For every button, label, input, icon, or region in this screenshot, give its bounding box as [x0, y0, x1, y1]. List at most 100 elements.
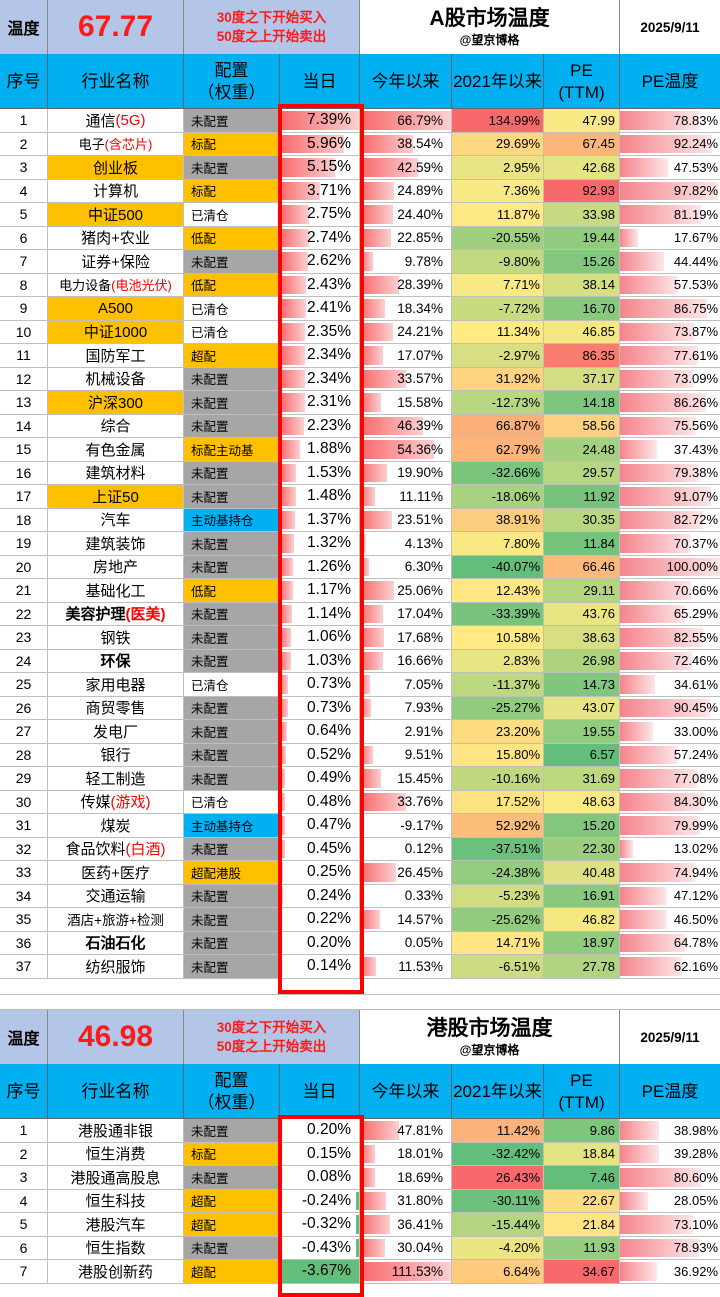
since-2021-change: -25.27% — [452, 696, 544, 719]
pe-ttm-value: 40.48 — [544, 861, 620, 884]
table-row: 30 传媒 (游戏) 已清仓 0.48% 33.76% 17.52% 48.63 84.30% — [0, 790, 720, 814]
allocation-value: 未配置 — [184, 884, 280, 907]
day-change-bar — [280, 1121, 283, 1140]
pe-temperature-bar — [620, 651, 693, 670]
pe-ttm-value: 22.30 — [544, 837, 620, 860]
row-number: 17 — [0, 485, 48, 508]
rule-sell: 50度之上开始卖出 — [216, 29, 327, 44]
pe-temperature-bar — [620, 557, 720, 576]
row-number: 34 — [0, 884, 48, 907]
ytd-change: 30.04% — [360, 1236, 452, 1259]
pe-temperature-text: 73.87% — [673, 324, 718, 340]
since-2021-change: 66.87% — [452, 414, 544, 437]
pe-temperature: 77.08% — [620, 767, 720, 790]
industry-name-text: 商贸零售 — [85, 700, 146, 718]
ytd-bar — [360, 1168, 376, 1187]
pe-temperature-bar — [620, 322, 694, 341]
day-change-text: 1.88% — [307, 440, 351, 458]
since-2021-change: -12.73% — [452, 391, 544, 414]
day-change-bar — [280, 275, 306, 294]
table-row: 32 食品饮料 (白酒) 未配置 0.45% 0.12% -37.51% 22.30 13.02… — [0, 837, 720, 861]
since-2021-change: 38.91% — [452, 508, 544, 531]
pe-temperature-text: 78.93% — [673, 1240, 718, 1256]
pe-ttm-value: 66.46 — [544, 555, 620, 578]
industry-name-text: 恒生指数 — [85, 1240, 146, 1258]
day-change-bar — [280, 416, 304, 435]
industry-name: 轻工制造 — [48, 767, 184, 790]
pe-temperature-bar — [620, 581, 691, 600]
industry-name-text: 建筑装饰 — [85, 535, 146, 553]
ytd-bar — [360, 205, 394, 224]
pe-temperature: 70.37% — [620, 532, 720, 555]
since-2021-change: 10.58% — [452, 626, 544, 649]
industry-name-text: 煤炭 — [100, 817, 131, 835]
pe-temperature: 84.30% — [620, 790, 720, 813]
day-change: 0.52% — [280, 743, 360, 766]
pe-ttm-value: 48.63 — [544, 790, 620, 813]
industry-name-text: 石油石化 — [85, 935, 146, 953]
day-change-bar — [280, 651, 291, 670]
day-change: 0.45% — [280, 837, 360, 860]
pe-temperature-text: 97.82% — [673, 183, 718, 199]
col-header-pe: PE (TTM) — [544, 1064, 620, 1119]
table-row: 4 恒生科技 超配 -0.24% 31.80% -30.11% 22.67 28.05% — [0, 1189, 720, 1213]
ytd-bar — [360, 322, 393, 341]
since-2021-change: -33.39% — [452, 602, 544, 625]
industry-name: 银行 — [48, 743, 184, 766]
pe-ttm-value: 18.97 — [544, 931, 620, 954]
row-number: 11 — [0, 344, 48, 367]
pe-ttm-value: 31.69 — [544, 767, 620, 790]
day-change-text: 0.14% — [307, 957, 351, 975]
allocation-value: 未配置 — [184, 743, 280, 766]
pe-temperature: 36.92% — [620, 1260, 720, 1283]
pe-ttm-value: 47.99 — [544, 109, 620, 132]
day-change-text: 1.17% — [307, 581, 351, 599]
pe-temperature-bar — [620, 745, 678, 764]
table-row: 25 家用电器 已清仓 0.73% 7.05% -11.37% 14.73 34.61% — [0, 673, 720, 697]
pe-temperature-text: 79.38% — [673, 465, 718, 481]
pe-temperature: 34.61% — [620, 673, 720, 696]
row-number: 18 — [0, 508, 48, 531]
pe-ttm-value: 21.84 — [544, 1213, 620, 1236]
industry-name-text: 通信 — [85, 112, 116, 130]
ytd-bar — [360, 745, 373, 764]
allocation-value: 未配置 — [184, 1236, 280, 1259]
ytd-change-text: 19.90% — [397, 465, 443, 481]
day-change-bar — [280, 346, 305, 365]
day-change-bar — [280, 557, 294, 576]
day-change-bar — [280, 675, 288, 694]
col-header-ytd: 今年以来 — [360, 54, 452, 109]
hk-share-header: 温度 46.98 30度之下开始买入 50度之上开始卖出 港股市场温度 @望京博… — [0, 1010, 720, 1064]
ytd-change: 47.81% — [360, 1119, 452, 1142]
day-change-text: 2.41% — [307, 299, 351, 317]
industry-name: 港股通非银 — [48, 1119, 184, 1142]
pe-temperature: 28.05% — [620, 1189, 720, 1212]
day-change-text: 0.52% — [307, 745, 351, 763]
day-change: 2.74% — [280, 226, 360, 249]
day-change-bar — [280, 487, 296, 506]
pe-ttm-value: 29.57 — [544, 461, 620, 484]
row-number: 4 — [0, 179, 48, 202]
pe-temperature-bar — [620, 957, 683, 976]
day-change: -0.43% — [280, 1236, 360, 1259]
pe-temperature: 62.16% — [620, 955, 720, 978]
industry-name: 港股创新药 — [48, 1260, 184, 1283]
col-header-pe-temp: PE温度 — [641, 71, 699, 91]
pe-temperature-text: 86.75% — [673, 300, 718, 316]
column-header-row: 序号 行业名称 配置 （权重） 当日 今年以来 2021年以来 PE (TTM) PE温度 — [0, 1064, 720, 1119]
pe-ttm-value: 19.44 — [544, 226, 620, 249]
since-2021-change: 17.52% — [452, 790, 544, 813]
ytd-change-text: 38.54% — [397, 136, 443, 152]
pe-temperature: 33.00% — [620, 720, 720, 743]
pe-temperature-text: 70.66% — [673, 582, 718, 598]
day-change-text: 0.47% — [307, 816, 351, 834]
date-text: 2025/9/11 — [620, 1010, 720, 1064]
industry-name: 港股通高股息 — [48, 1166, 184, 1189]
industry-name: 建筑材料 — [48, 461, 184, 484]
row-number: 29 — [0, 767, 48, 790]
pe-ttm-value: 29.11 — [544, 579, 620, 602]
ytd-change-text: 22.85% — [397, 230, 443, 246]
pe-ttm-value: 18.84 — [544, 1142, 620, 1165]
industry-name-text: 港股创新药 — [77, 1263, 153, 1281]
table-row: 11 国防军工 超配 2.34% 17.07% -2.97% 86.35 77.61% — [0, 344, 720, 368]
